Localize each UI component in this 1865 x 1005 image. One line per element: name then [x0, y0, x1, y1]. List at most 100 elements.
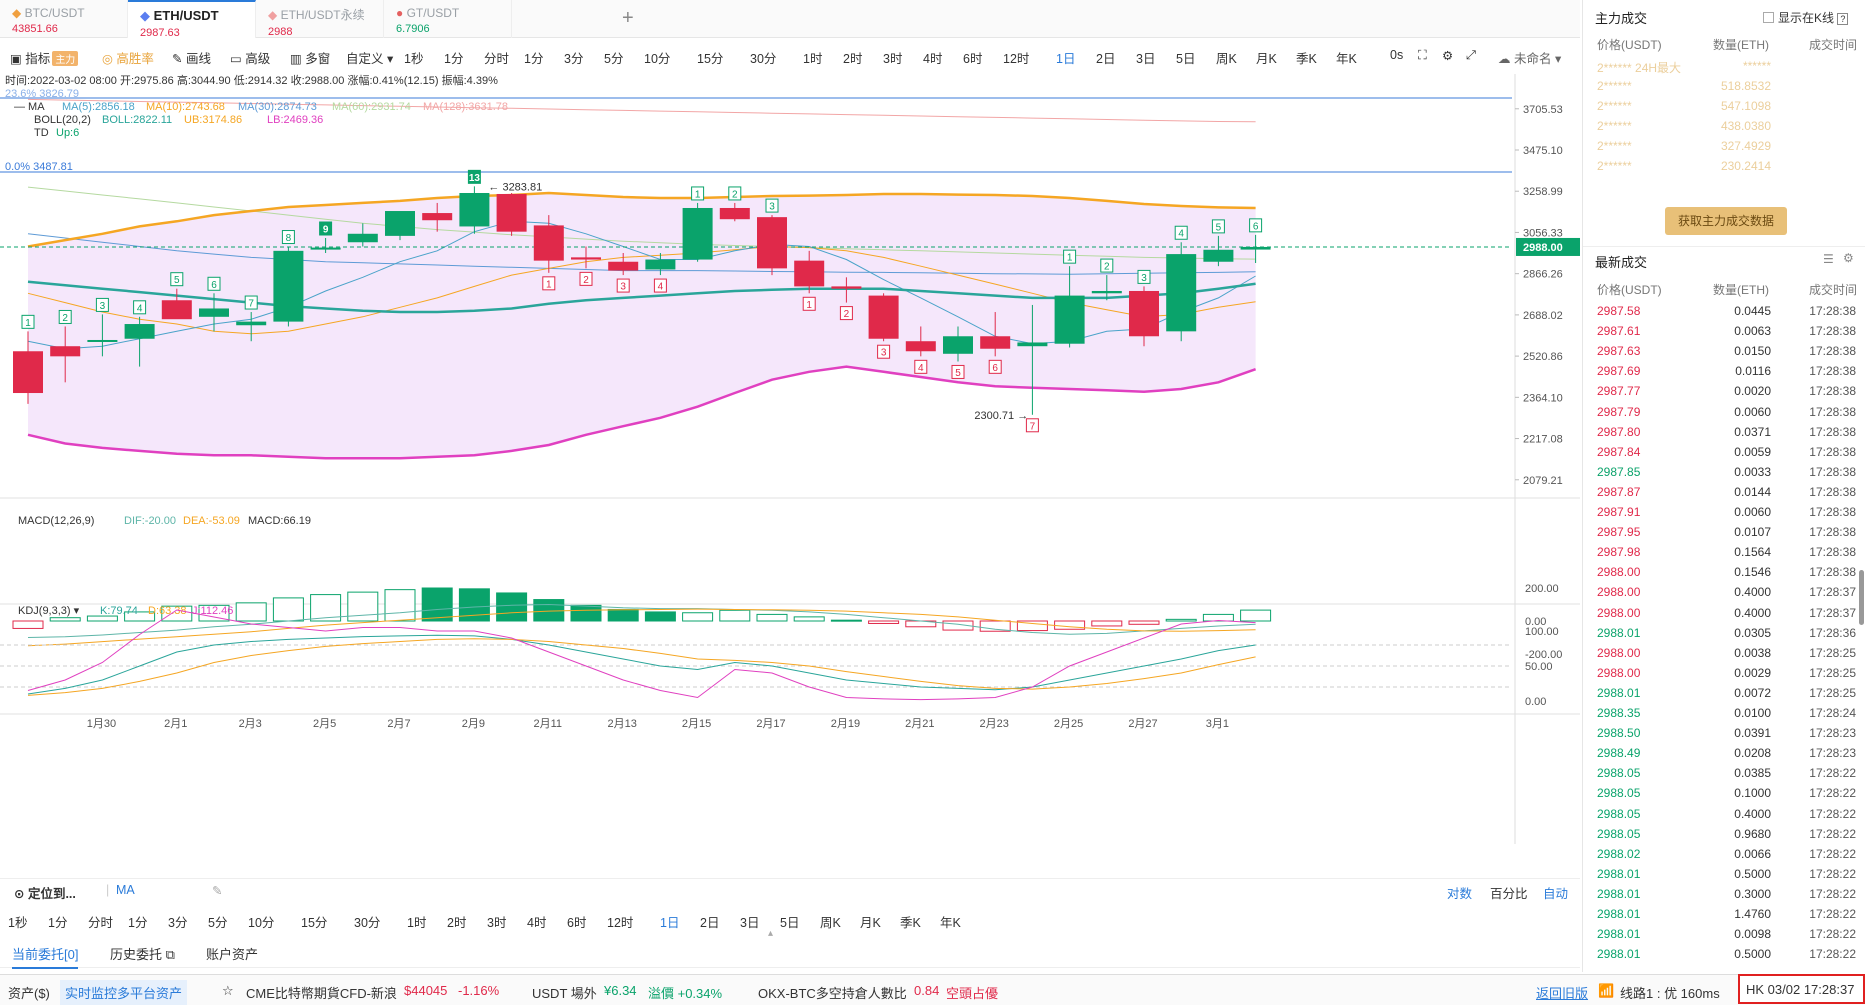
indicator-badge: 主力: [52, 51, 79, 66]
interval-9[interactable]: 1时: [407, 916, 427, 930]
tab-account-assets[interactable]: 账户资产: [206, 947, 259, 962]
auto-scale-toggle[interactable]: 自动: [1543, 887, 1569, 901]
tab-eth-usdt[interactable]: ◆ ETH/USDT 2987.63: [128, 0, 256, 39]
interval-13[interactable]: 6时: [963, 52, 983, 66]
candle-body: [1054, 295, 1085, 344]
get-main-trades-button[interactable]: 获取主力成交数据: [1665, 207, 1787, 235]
interval-12[interactable]: 4时: [527, 916, 547, 930]
pin-icon[interactable]: ☆: [222, 983, 234, 998]
expand-icon[interactable]: ⤢: [1466, 48, 1477, 62]
interval-22[interactable]: 年K: [1336, 52, 1357, 66]
candle-body: [347, 233, 378, 243]
interval-3[interactable]: 1分: [128, 916, 148, 930]
interval-4[interactable]: 3分: [168, 916, 188, 930]
interval-12[interactable]: 4时: [923, 52, 943, 66]
tab-current-orders[interactable]: 当前委托[0]: [12, 944, 79, 969]
indicator-button[interactable]: ▣ 指标 主力: [10, 48, 79, 67]
interval-19[interactable]: 周K: [820, 916, 841, 930]
interval-5[interactable]: 5分: [208, 916, 228, 930]
interval-14[interactable]: 12时: [1003, 52, 1030, 66]
interval-20[interactable]: 月K: [860, 916, 881, 930]
settings-icon[interactable]: ⚙: [1843, 251, 1854, 265]
tab-gt-usdt[interactable]: ● GT/USDT 6.7906: [384, 0, 512, 38]
interval-2[interactable]: 分时: [88, 916, 114, 930]
interval-19[interactable]: 周K: [1216, 52, 1237, 66]
interval-1[interactable]: 1分: [444, 52, 464, 66]
interval-7[interactable]: 15分: [301, 916, 328, 930]
td-mark: 5: [170, 272, 184, 287]
monitor-assets-button[interactable]: 实时监控多平台资产: [60, 980, 188, 1005]
interval-16[interactable]: 2日: [700, 916, 720, 930]
interval-22[interactable]: 年K: [940, 916, 961, 930]
multi-window-button[interactable]: ▥ 多窗: [290, 52, 331, 66]
interval-10[interactable]: 2时: [447, 916, 467, 930]
interval-18[interactable]: 5日: [780, 916, 800, 930]
settings-icon[interactable]: ⚙: [1442, 49, 1454, 63]
interval-0[interactable]: 1秒: [404, 52, 424, 66]
interval-15[interactable]: 1日: [660, 916, 680, 930]
interval-4[interactable]: 3分: [564, 52, 584, 66]
interval-1[interactable]: 1分: [48, 916, 68, 930]
fullscreen-icon[interactable]: ⛶: [1418, 48, 1427, 62]
interval-6[interactable]: 10分: [248, 916, 275, 930]
interval-11[interactable]: 3时: [883, 52, 903, 66]
ma-toggle[interactable]: MA: [116, 883, 135, 897]
interval-17[interactable]: 3日: [740, 916, 760, 930]
interval-7[interactable]: 15分: [697, 52, 724, 66]
interval-5[interactable]: 5分: [604, 52, 624, 66]
interval-11[interactable]: 3时: [487, 916, 507, 930]
layout-name-dropdown[interactable]: ☁ 未命名 ▾: [1498, 52, 1562, 66]
kdj-tick-label: 100.00: [1525, 626, 1559, 638]
interval-8[interactable]: 30分: [750, 52, 777, 66]
trade-row: 2988.05 0.1000 17:28:22: [1597, 786, 1856, 801]
kline-chart[interactable]: 1 2 3 4 5 6 7 8 9 13 1 2 3 4 1 2 3 1 2 3 4 5 6 7 1 2 3 4 5 6 ← 3283.81…: [0, 74, 1580, 874]
interval-21[interactable]: 季K: [900, 916, 921, 930]
interval-18[interactable]: 5日: [1176, 52, 1196, 66]
kdj-j-legend: J:112.46: [192, 605, 233, 617]
advanced-button[interactable]: ▭ 高级: [230, 52, 271, 66]
interval-10[interactable]: 2时: [843, 52, 863, 66]
td-mark-box: [839, 306, 853, 321]
percent-scale-toggle[interactable]: 百分比: [1490, 887, 1528, 901]
collapse-icon[interactable]: ▴: [768, 928, 774, 939]
tab-btc-usdt[interactable]: ◆ BTC/USDT 43851.66: [0, 0, 128, 38]
td-mark-label: 4: [1178, 229, 1184, 240]
add-tab-icon[interactable]: +: [622, 7, 634, 29]
interval-0[interactable]: 1秒: [8, 916, 28, 930]
interval-21[interactable]: 季K: [1296, 52, 1317, 66]
interval-16[interactable]: 2日: [1096, 52, 1116, 66]
td-mark-box: [1137, 269, 1151, 284]
back-to-old-link[interactable]: 返回旧版: [1536, 986, 1589, 1001]
interval-3[interactable]: 1分: [524, 52, 544, 66]
draw-line-button[interactable]: ✎ 画线: [172, 52, 211, 66]
interval-6[interactable]: 10分: [644, 52, 671, 66]
log-scale-toggle[interactable]: 对数: [1447, 887, 1473, 901]
interval-14[interactable]: 12时: [607, 916, 634, 930]
interval-20[interactable]: 月K: [1256, 52, 1277, 66]
network-line[interactable]: 线路1 : 优 160ms: [1620, 986, 1720, 1001]
col-price: 价格(USDT): [1597, 283, 1662, 297]
show-in-kline-checkbox[interactable]: 显示在K线 ?: [1763, 9, 1849, 26]
trade-row: 2987.77 0.0020 17:28:38: [1597, 384, 1856, 399]
main-trade-row: 2****** 230.2414: [1597, 159, 1771, 173]
locate-button[interactable]: ⊙ 定位到...: [14, 887, 76, 901]
interval-15[interactable]: 1日: [1056, 52, 1076, 66]
interval-2[interactable]: 分时: [484, 52, 510, 66]
interval-13[interactable]: 6时: [567, 916, 587, 930]
tab-history-orders[interactable]: 历史委托 ⧉: [110, 947, 175, 962]
help-icon[interactable]: ?: [1837, 13, 1849, 25]
td-mark-box: [133, 300, 147, 315]
tab-eth-perp[interactable]: ◆ ETH/USDT永续 2988: [256, 0, 384, 38]
custom-dropdown[interactable]: 自定义 ▾: [346, 52, 394, 66]
filter-icon[interactable]: ☰: [1823, 252, 1834, 266]
interval-9[interactable]: 1时: [803, 52, 823, 66]
scrollbar[interactable]: [1859, 570, 1864, 625]
ma60-line: [27, 186, 1256, 260]
macd-legend: MACD(12,26,9): [18, 515, 94, 527]
trade-row: 2987.85 0.0033 17:28:38: [1597, 464, 1856, 479]
interval-17[interactable]: 3日: [1136, 52, 1156, 66]
win-rate-button[interactable]: ◎ 高胜率: [102, 52, 154, 66]
current-price-tag: [1516, 237, 1580, 256]
interval-8[interactable]: 30分: [354, 916, 381, 930]
edit-icon[interactable]: ✎: [212, 884, 223, 898]
